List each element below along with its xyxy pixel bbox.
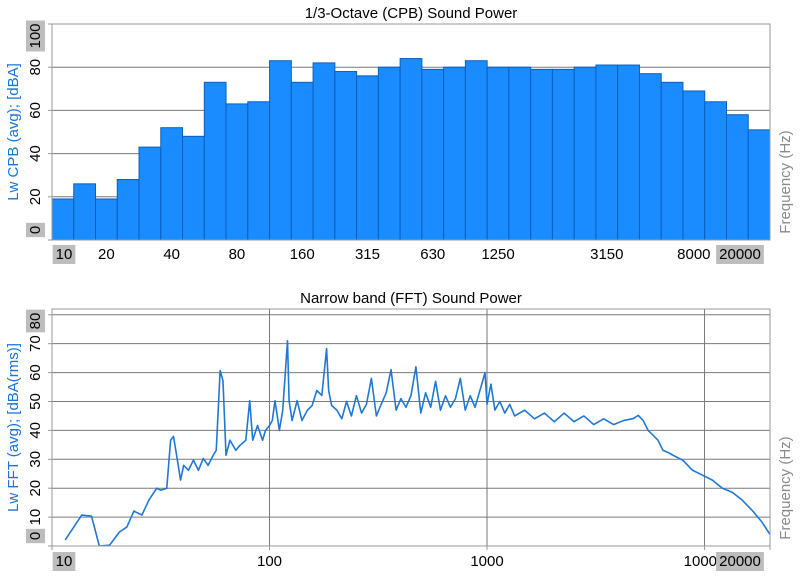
edge-label-box: [716, 244, 764, 264]
bar: [73, 183, 97, 240]
bar: [530, 68, 553, 240]
y-tick-label: 20: [27, 188, 44, 205]
x-tick-label: 20000: [719, 246, 761, 263]
y-axis-title: Lw FFT (avg); [dBA(rms)]: [5, 343, 22, 512]
plot-frame: [51, 23, 771, 241]
bar: [203, 81, 227, 240]
x-tick-label: 1250: [481, 246, 514, 263]
edge-label-box: [52, 244, 76, 264]
bar: [182, 135, 205, 240]
y-tick-label: 100: [27, 23, 44, 48]
y-tick-label: 80: [27, 59, 44, 76]
x-tick-label: 10: [56, 553, 73, 570]
x-tick-label: 20000: [719, 553, 761, 570]
bar: [312, 62, 336, 240]
edge-label-box: [25, 528, 45, 544]
plot-frame: [51, 308, 771, 547]
y-tick-label: 0: [27, 226, 44, 234]
chart-title: Narrow band (FFT) Sound Power: [300, 290, 522, 307]
bar: [356, 75, 379, 240]
bar: [116, 179, 140, 240]
y-tick-label: 20: [27, 480, 44, 497]
bar: [290, 81, 314, 240]
bar: [704, 101, 727, 240]
y-tick-label: 70: [27, 335, 44, 352]
bar: [95, 198, 118, 240]
plot-area: [51, 308, 771, 547]
bar: [464, 60, 488, 240]
line-series: [64, 339, 770, 546]
x-tick-label: 8000: [677, 246, 710, 263]
y-tick-label: 40: [27, 145, 44, 162]
bar: [399, 58, 423, 240]
bar: [377, 66, 401, 240]
y-tick-label: 0: [27, 532, 44, 540]
bars: [52, 58, 770, 240]
x-tick-label: 10: [56, 246, 73, 263]
x-tick-label: 10000: [684, 553, 726, 570]
bar: [725, 114, 749, 240]
bar: [160, 127, 184, 240]
y-tick-label: 60: [27, 364, 44, 381]
bar: [486, 66, 510, 240]
bar: [747, 129, 770, 240]
x-tick-label: 40: [163, 246, 180, 263]
bar: [443, 66, 466, 240]
plot-1: [51, 308, 771, 547]
edge-label-box: [52, 551, 76, 571]
edge-label-box: [25, 222, 45, 238]
bar: [334, 71, 358, 240]
edge-label-box: [716, 551, 764, 571]
y-tick-label: 50: [27, 393, 44, 410]
bar: [595, 64, 619, 240]
x-axis-title: Frequency (Hz): [777, 436, 794, 539]
bar: [421, 68, 445, 240]
x-tick-label: 100: [257, 553, 282, 570]
x-tick-label: 20: [98, 246, 115, 263]
bar: [269, 60, 292, 240]
x-tick-label: 3150: [590, 246, 623, 263]
edge-label-box: [25, 20, 45, 52]
bar: [682, 90, 706, 240]
bar: [225, 103, 249, 240]
x-axis-title: Frequency (Hz): [777, 130, 794, 233]
chart-title: 1/3-Octave (CPB) Sound Power: [305, 5, 518, 22]
x-tick-label: 80: [229, 246, 246, 263]
edge-label-box: [25, 309, 45, 333]
x-tick-label: 1000: [470, 553, 503, 570]
bar: [660, 81, 684, 240]
bar: [638, 73, 662, 240]
bar: [508, 66, 532, 240]
y-tick-label: 10: [27, 509, 44, 526]
bar: [52, 198, 75, 240]
y-tick-label: 60: [27, 102, 44, 119]
y-tick-label: 40: [27, 422, 44, 439]
bar: [247, 101, 271, 240]
y-tick-label: 80: [27, 313, 44, 330]
y-axis-title: Lw CPB (avg); [dBA]: [5, 63, 22, 201]
bar: [138, 146, 162, 240]
bar: [617, 64, 640, 240]
bar: [551, 68, 575, 240]
x-tick-label: 160: [290, 246, 315, 263]
bar: [573, 66, 597, 240]
y-tick-label: 30: [27, 451, 44, 468]
x-tick-label: 315: [355, 246, 380, 263]
x-tick-label: 630: [420, 246, 445, 263]
